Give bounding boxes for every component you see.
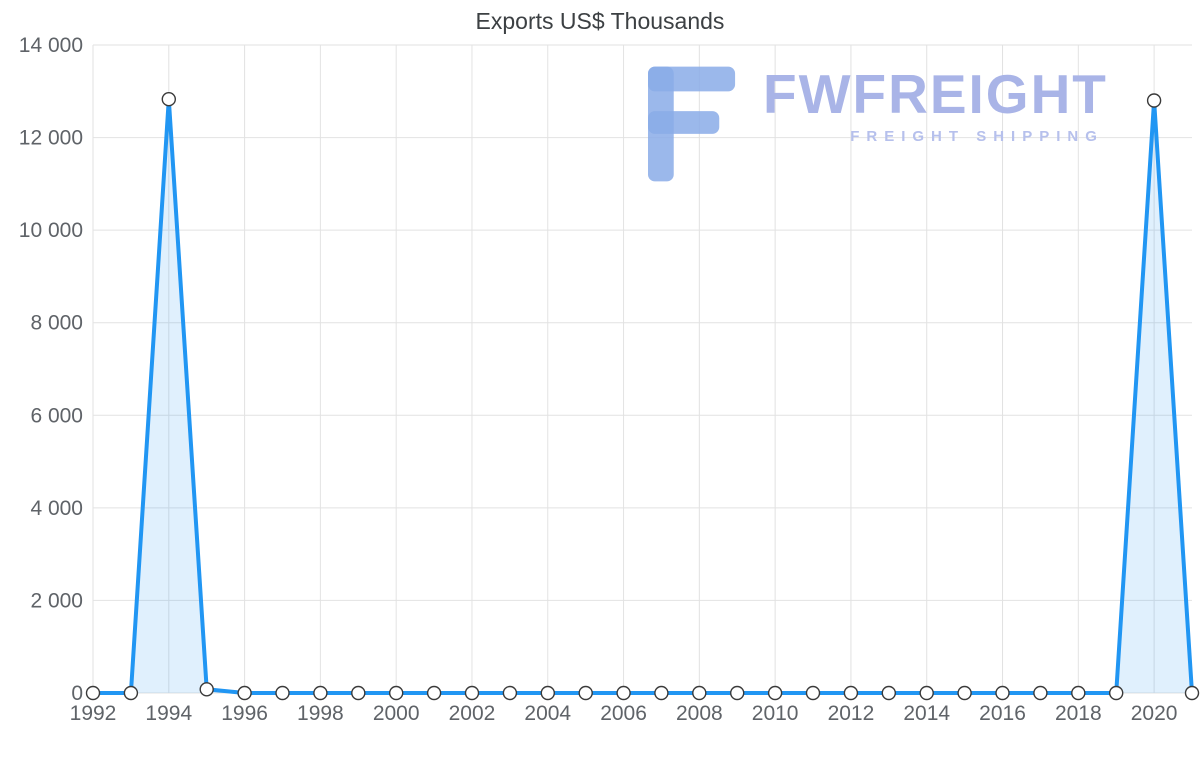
x-tick-label: 2004 (524, 702, 571, 725)
data-point-marker[interactable] (389, 685, 404, 701)
data-point-marker[interactable] (805, 685, 821, 701)
data-point-marker[interactable] (1071, 685, 1086, 701)
x-tick-label: 2014 (903, 702, 950, 725)
x-tick-label: 2012 (828, 702, 875, 725)
y-tick-label: 2 000 (30, 589, 83, 612)
data-point-marker[interactable] (692, 685, 707, 701)
data-point-marker[interactable] (881, 685, 896, 701)
data-point-marker[interactable] (123, 685, 139, 701)
x-tick-label: 2002 (449, 702, 496, 725)
data-point-marker[interactable] (1184, 685, 1200, 701)
data-point-marker[interactable] (654, 685, 669, 701)
data-point-marker[interactable] (540, 685, 555, 701)
y-tick-label: 12 000 (19, 127, 83, 150)
data-point-marker[interactable] (995, 685, 1010, 701)
y-tick-label: 8 000 (30, 312, 83, 335)
y-tick-label: 6 000 (30, 404, 83, 427)
data-point-marker[interactable] (351, 685, 366, 701)
data-point-marker[interactable] (161, 91, 177, 107)
data-point-marker[interactable] (1033, 685, 1048, 701)
x-tick-label: 1994 (145, 702, 192, 725)
data-point-marker[interactable] (957, 685, 972, 701)
fwfreight-logo-icon (648, 66, 736, 182)
data-point-marker[interactable] (730, 685, 745, 701)
watermark-text: FWFREIGHT FREIGHT SHIPPING (763, 63, 1108, 145)
y-tick-label: 0 (71, 682, 83, 705)
x-tick-label: 2018 (1055, 702, 1102, 725)
series-area (93, 99, 1192, 693)
watermark-tagline: FREIGHT SHIPPING (850, 127, 1104, 145)
y-tick-label: 4 000 (30, 497, 83, 520)
x-tick-label: 2010 (752, 702, 799, 725)
x-tick-label: 1992 (70, 702, 117, 725)
x-tick-label: 1998 (297, 702, 344, 725)
data-point-marker[interactable] (843, 685, 859, 701)
y-tick-label: 14 000 (19, 34, 83, 57)
data-point-marker[interactable] (578, 685, 593, 701)
x-tick-label: 2006 (600, 702, 647, 725)
watermark: FWFREIGHT FREIGHT SHIPPING (648, 63, 1108, 182)
data-point-marker[interactable] (464, 685, 480, 701)
x-tick-label: 2008 (676, 702, 723, 725)
x-tick-label: 1996 (221, 702, 268, 725)
data-point-marker[interactable] (1108, 685, 1124, 701)
data-point-marker[interactable] (313, 685, 328, 701)
data-point-marker[interactable] (85, 685, 101, 701)
x-tick-label: 2000 (373, 702, 420, 725)
series-line (91, 97, 1194, 695)
data-point-marker[interactable] (919, 685, 934, 701)
x-tick-label: 2016 (979, 702, 1026, 725)
y-tick-label: 10 000 (19, 219, 83, 242)
data-point-marker[interactable] (502, 685, 518, 701)
data-point-marker[interactable] (199, 682, 214, 697)
data-point-marker[interactable] (1146, 93, 1162, 108)
watermark-brand: FWFREIGHT (763, 63, 1108, 125)
data-point-marker[interactable] (237, 685, 252, 701)
chart-title: Exports US$ Thousands (475, 8, 725, 34)
data-point-marker[interactable] (275, 685, 290, 701)
data-point-marker[interactable] (426, 685, 442, 701)
data-point-marker[interactable] (767, 685, 783, 701)
data-point-marker[interactable] (616, 685, 631, 701)
x-tick-label: 2020 (1131, 702, 1178, 725)
